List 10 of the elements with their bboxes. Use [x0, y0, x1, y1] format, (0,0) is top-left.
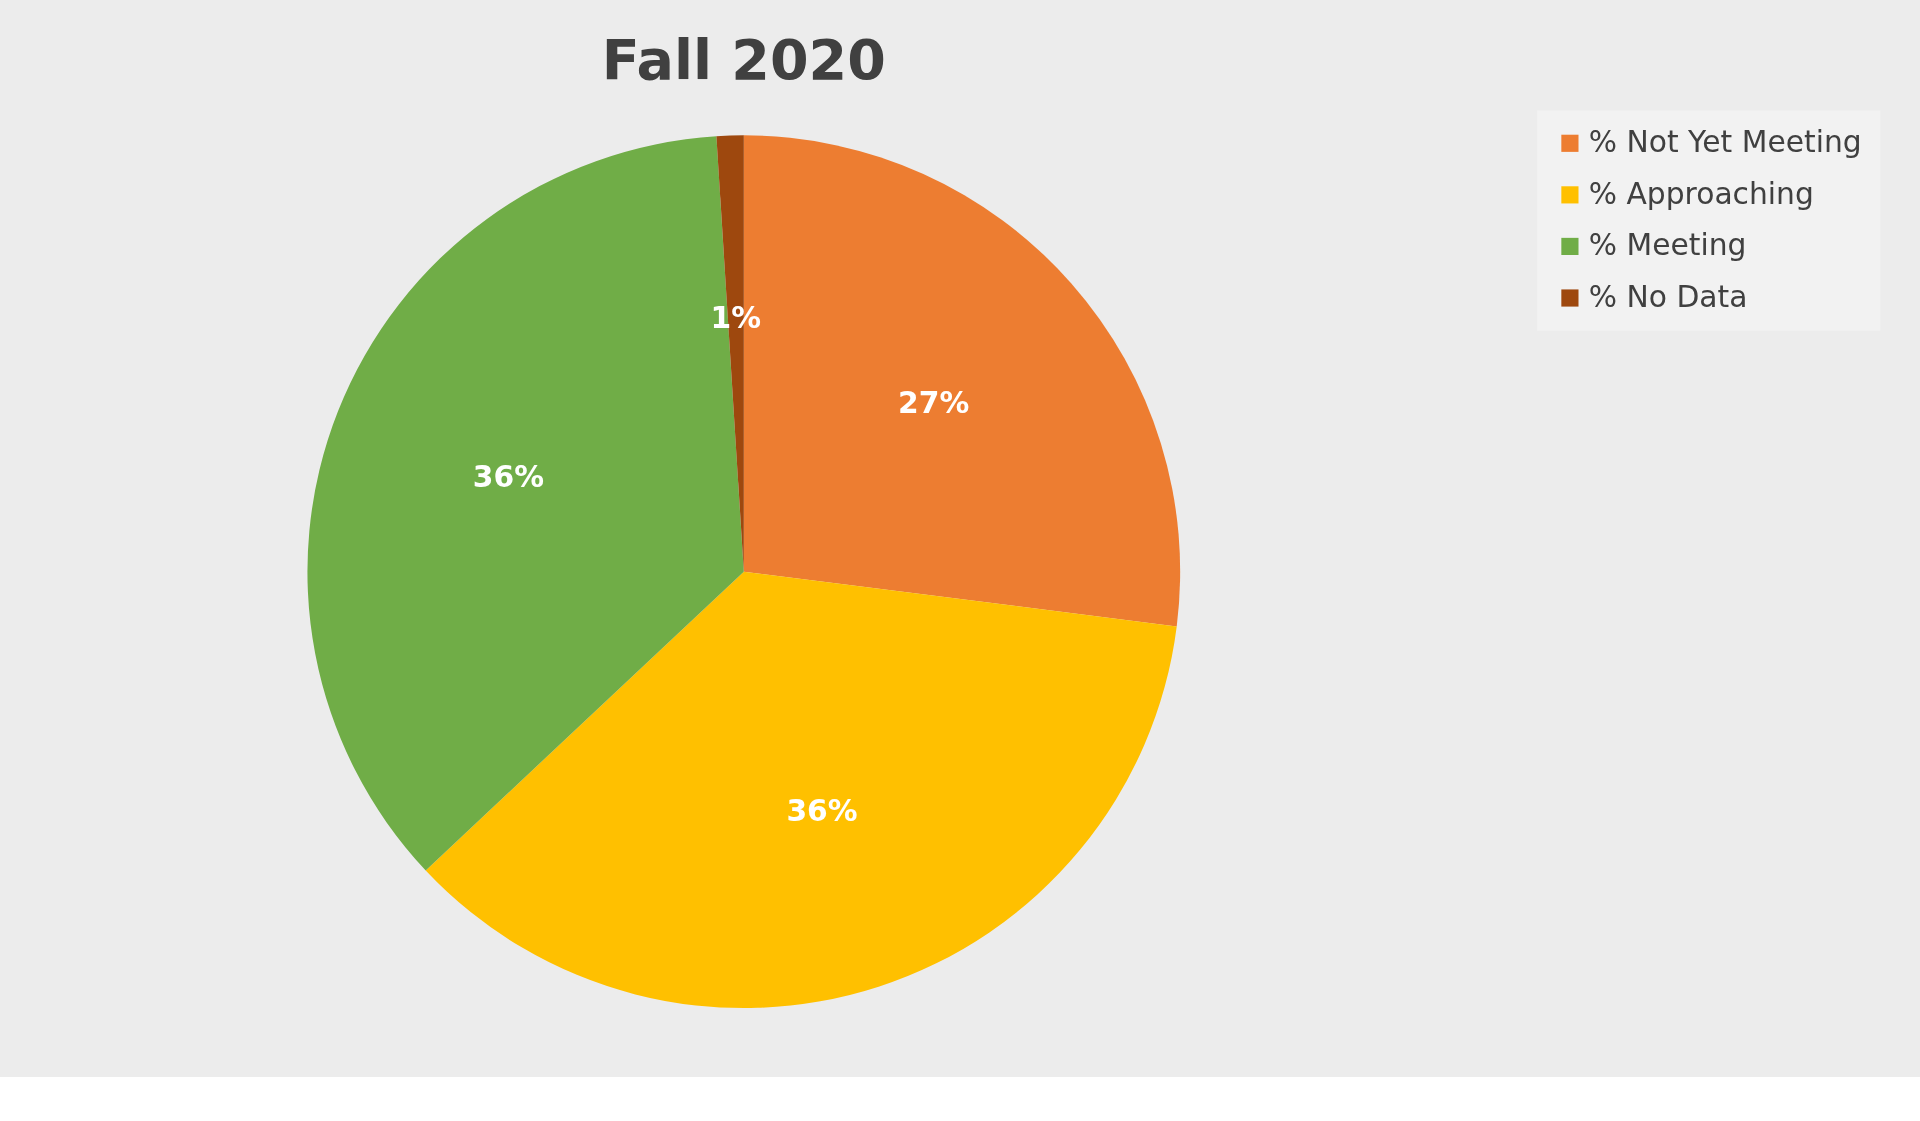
legend-label: % No Data — [1588, 278, 1748, 314]
data-label: 1% — [710, 299, 762, 335]
data-label: 27% — [898, 385, 970, 421]
chart-title: Fall 2020 — [601, 26, 886, 92]
data-label: 36% — [786, 793, 858, 829]
legend-label: % Approaching — [1588, 175, 1814, 211]
legend-label: % Not Yet Meeting — [1588, 124, 1862, 160]
data-label: 36% — [472, 459, 545, 495]
pie-slice — [425, 571, 1177, 1008]
legend-label: % Meeting — [1588, 227, 1747, 263]
